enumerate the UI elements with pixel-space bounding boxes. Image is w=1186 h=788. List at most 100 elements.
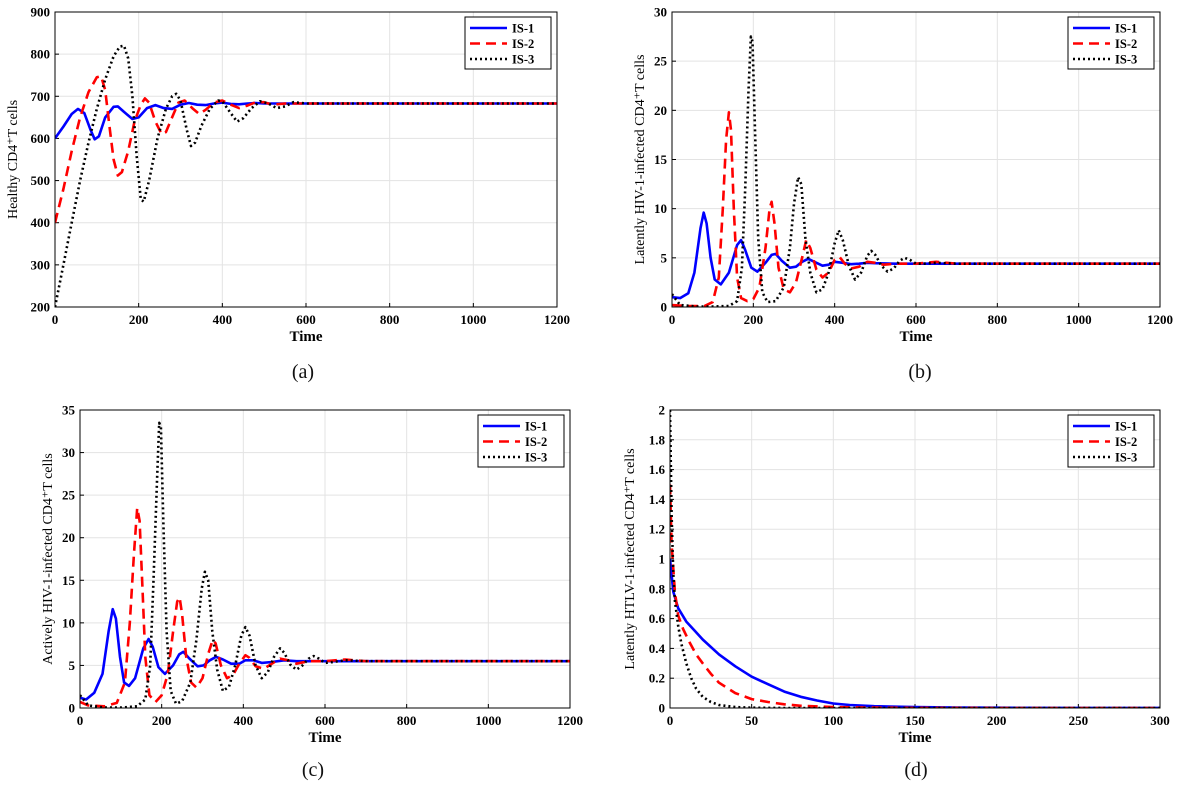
x-tick-label: 400 (234, 713, 254, 728)
y-tick-label: 200 (31, 300, 51, 315)
caption-a: (a) (292, 361, 314, 383)
x-tick-label: 400 (825, 312, 845, 327)
y-tick-label: 0 (659, 701, 666, 716)
caption-d: (d) (904, 759, 927, 781)
x-tick-label: 1000 (1066, 312, 1092, 327)
y-tick-label: 10 (654, 201, 667, 216)
x-axis-label: Time (289, 329, 322, 345)
y-tick-label: 30 (654, 5, 667, 20)
x-tick-label: 600 (906, 312, 926, 327)
series-line-is-3 (672, 35, 1160, 307)
y-tick-label: 20 (654, 103, 667, 118)
series-group (670, 410, 1160, 708)
y-tick-label: 10 (62, 615, 75, 630)
y-tick-label: 900 (31, 5, 51, 20)
y-tick-label: 700 (31, 89, 51, 104)
panel-a: 0 200 400 600 800 1000 12002003004005006007008… (6, 5, 570, 346)
y-tick-label: 2 (659, 403, 666, 418)
panel-b: 0 200 400 600 800 1000 1200 0 5 10 15 20 25 30 Time Lat… (633, 5, 1173, 346)
x-tick-label: 1000 (460, 312, 486, 327)
series-line-is-3 (670, 410, 1160, 708)
series-group (672, 35, 1160, 307)
x-tick-label: 1200 (557, 713, 583, 728)
x-tick-label: 50 (745, 713, 758, 728)
y-axis-label: Latently HIV-1-infected CD4⁺T cells (633, 55, 648, 265)
x-tick-label: 250 (1069, 713, 1089, 728)
series-group (80, 421, 570, 708)
y-tick-label: 300 (31, 257, 51, 272)
x-tick-label: 200 (987, 713, 1007, 728)
series-line-is-2 (670, 484, 1160, 708)
y-tick-label: 800 (31, 47, 51, 62)
x-tick-label: 800 (397, 713, 417, 728)
legend: IS-1IS-2 IS-3 (464, 16, 552, 70)
y-tick-label: 400 (31, 215, 51, 230)
y-tick-label: 1.2 (649, 522, 665, 537)
y-axis-label: Actively HIV-1-infected CD4⁺T cells (41, 453, 56, 665)
x-tick-label: 0 (77, 713, 84, 728)
series-line-is-3 (55, 44, 557, 307)
panel-d: 0 50 100 150 200 250 300 0 0.2 0.4 0.6 0.8 1 1.2 1.4 1.… (623, 403, 1170, 747)
y-tick-label: 0 (69, 701, 76, 716)
y-axis-label: Latently HTLV-1-infected CD4⁺T cells (623, 448, 638, 669)
x-tick-label: 150 (905, 713, 925, 728)
x-axis-label: Time (899, 329, 932, 345)
y-axis-label: Healthy CD4⁺T cells (6, 100, 21, 219)
x-tick-label: 800 (988, 312, 1008, 327)
y-tick-label: 1.4 (649, 492, 666, 507)
series-line-is-2 (55, 74, 557, 224)
x-tick-label: 100 (824, 713, 844, 728)
axes-frame (54, 11, 558, 308)
y-tick-label: 15 (62, 573, 76, 588)
legend-label: IS-3 (525, 451, 547, 465)
y-tick-label: 15 (654, 152, 668, 167)
y-tick-label: 30 (62, 445, 75, 460)
series-line-is-3 (80, 421, 570, 708)
legend-label: IS-3 (512, 53, 534, 67)
axes-frame (669, 409, 1161, 709)
x-tick-label: 0 (667, 713, 674, 728)
y-tick-label: 5 (69, 658, 76, 673)
x-tick-label: 200 (129, 312, 149, 327)
y-tick-label: 1.6 (649, 462, 666, 477)
y-tick-label: 20 (62, 530, 75, 545)
y-tick-label: 1.8 (649, 432, 666, 447)
x-tick-label: 600 (296, 312, 316, 327)
y-tick-label: 1 (659, 552, 666, 567)
legend-label: IS-3 (1115, 451, 1137, 465)
x-tick-label: 400 (213, 312, 233, 327)
legend: IS-1IS-2 IS-3 (1067, 414, 1155, 468)
x-tick-label: 1200 (1147, 312, 1173, 327)
axes-frame (671, 11, 1161, 308)
panel-c: 0 200 400 600 800 1000 1200 0 5 10 15 20 25 30 35 Time A… (41, 403, 583, 747)
legend-label: IS-2 (512, 37, 534, 51)
x-tick-label: 300 (1150, 713, 1170, 728)
series-line-is-2 (80, 506, 570, 708)
series-line-is-1 (55, 101, 557, 141)
y-tick-label: 0.4 (649, 641, 666, 656)
x-tick-label: 1200 (544, 312, 570, 327)
x-tick-label: 200 (152, 713, 172, 728)
series-line-is-1 (80, 607, 570, 701)
legend-label: IS-1 (512, 22, 534, 36)
x-axis-label: Time (308, 730, 341, 746)
y-tick-label: 5 (661, 250, 668, 265)
y-tick-label: 0.2 (649, 671, 665, 686)
y-tick-label: 25 (62, 488, 76, 503)
caption-b: (b) (908, 361, 931, 383)
x-tick-label: 600 (315, 713, 335, 728)
x-tick-label: 200 (744, 312, 764, 327)
x-tick-label: 0 (669, 312, 676, 327)
y-tick-label: 0.6 (649, 611, 666, 626)
legend: IS-1IS-2 IS-3 (477, 414, 565, 468)
y-tick-label: 35 (62, 403, 76, 418)
y-tick-label: 25 (654, 54, 668, 69)
y-tick-label: 500 (31, 173, 51, 188)
legend-label: IS-2 (1115, 37, 1137, 51)
x-tick-label: 800 (380, 312, 400, 327)
x-axis-label: Time (898, 730, 931, 746)
legend-label: IS-1 (1115, 22, 1137, 36)
y-tick-label: 0.8 (649, 581, 666, 596)
legend-label: IS-1 (1115, 420, 1137, 434)
